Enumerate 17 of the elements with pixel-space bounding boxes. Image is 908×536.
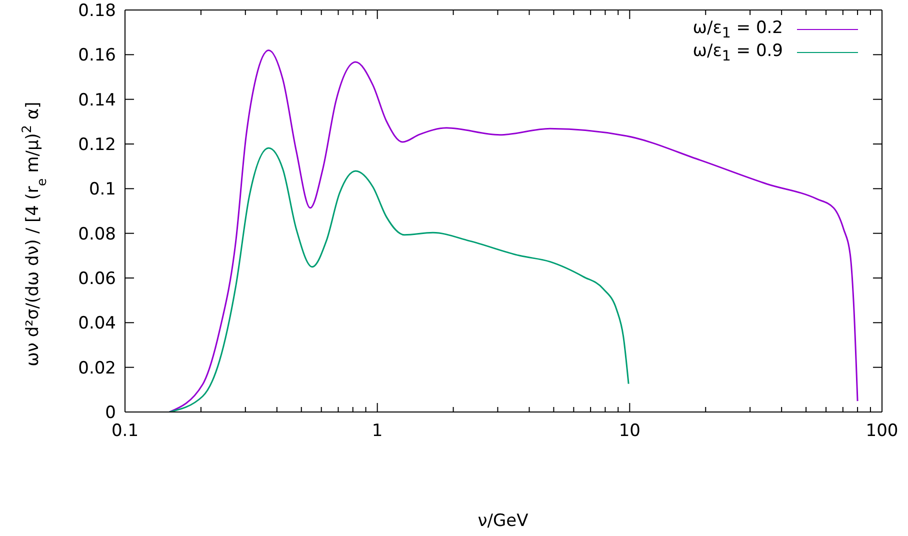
x-tick-label: 10 bbox=[618, 421, 640, 441]
legend-label: ω/ε$_{1}$ = 0.2 bbox=[692, 18, 783, 42]
y-tick-label: 0 bbox=[105, 403, 116, 423]
x-tick-label: 100 bbox=[866, 421, 898, 441]
y-tick-label: 0.1 bbox=[88, 180, 116, 200]
y-tick-label: 0.14 bbox=[78, 90, 116, 110]
y-tick-label: 0.04 bbox=[78, 314, 116, 334]
x-axis-title: ν/GeV bbox=[478, 511, 529, 531]
y-tick-label: 0.18 bbox=[78, 1, 116, 21]
x-tick-label: 1 bbox=[372, 421, 383, 441]
x-tick-label: 0.1 bbox=[111, 421, 139, 441]
y-tick-label: 0.02 bbox=[78, 358, 116, 378]
legend-label: ω/ε$_{1}$ = 0.9 bbox=[692, 40, 783, 64]
y-tick-label: 0.08 bbox=[78, 224, 116, 244]
y-tick-label: 0.12 bbox=[78, 135, 116, 155]
y-tick-label: 0.06 bbox=[78, 269, 116, 289]
y-tick-label: 0.16 bbox=[78, 46, 116, 66]
